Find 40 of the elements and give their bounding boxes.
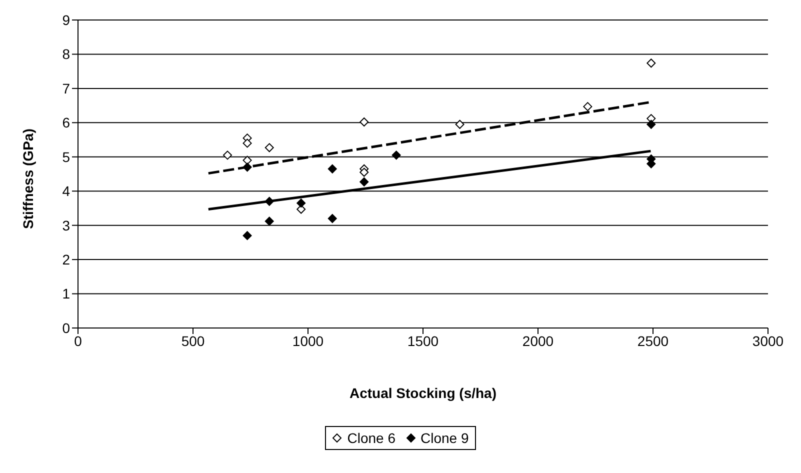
x-tick-label: 1500 <box>407 332 439 349</box>
y-tick-label: 0 <box>62 320 70 336</box>
point <box>646 58 656 68</box>
legend-label: Clone 9 <box>420 430 469 446</box>
x-axis-title: Actual Stocking (s/ha) <box>349 385 497 401</box>
point <box>242 138 252 148</box>
point <box>583 102 592 112</box>
y-tick-label: 3 <box>62 217 70 234</box>
y-tick-label: 2 <box>62 252 70 268</box>
point <box>242 162 252 172</box>
point <box>296 198 306 208</box>
x-tick-label: 2500 <box>637 332 669 349</box>
point <box>360 117 369 126</box>
point <box>455 120 464 129</box>
point <box>360 168 369 177</box>
x-tick-label: 2000 <box>522 332 554 349</box>
y-tick-label: 6 <box>62 114 70 131</box>
x-tick-label: 0 <box>74 332 82 349</box>
y-axis-title: Stiffness (GPa) <box>20 128 36 229</box>
point <box>392 150 401 160</box>
legend-label: Clone 6 <box>347 430 396 446</box>
point <box>264 143 274 152</box>
x-tick-label: 500 <box>181 332 205 349</box>
y-tick-label: 8 <box>62 46 70 62</box>
point <box>328 164 337 174</box>
point <box>360 177 369 186</box>
y-tick-label: 5 <box>62 148 70 165</box>
y-tick-label: 7 <box>62 80 70 96</box>
point <box>242 231 252 240</box>
y-tick-label: 9 <box>62 12 70 28</box>
x-tick-label: 3000 <box>752 332 784 349</box>
y-tick-label: 4 <box>62 183 70 200</box>
point <box>328 214 337 223</box>
point <box>242 156 252 165</box>
x-tick-label: 1000 <box>292 332 324 349</box>
point <box>646 120 656 129</box>
point <box>264 196 274 206</box>
point <box>264 216 274 226</box>
y-tick-label: 1 <box>62 286 70 302</box>
point <box>223 150 232 160</box>
